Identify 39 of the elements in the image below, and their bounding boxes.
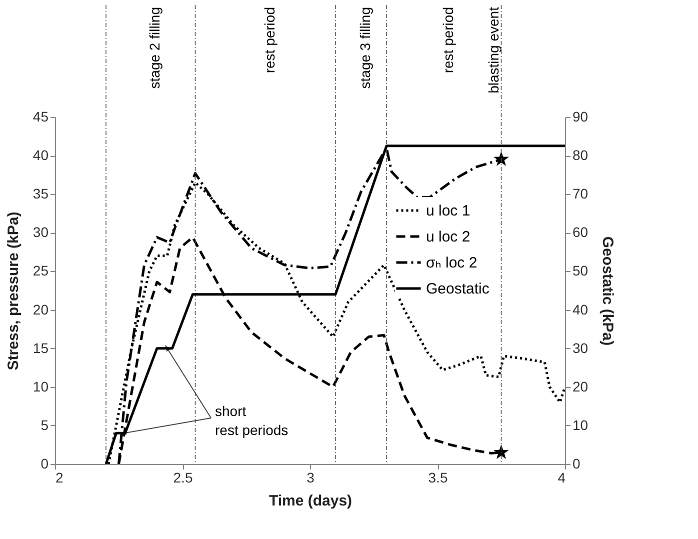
text: stage 2 filling [146, 7, 163, 89]
legend-label: u loc 1 [426, 202, 470, 220]
y-axis-title: Stress, pressure (kPa) [4, 212, 22, 370]
y2-tick-label: 50 [572, 262, 588, 279]
y2-tick-label: 0 [572, 456, 580, 472]
y-tick-label: 25 [32, 262, 49, 279]
x-tick-label: 3 [306, 470, 315, 486]
y2-axis-title: Geostatic (kPa) [599, 236, 616, 346]
y2-tick-label: 30 [572, 340, 588, 356]
x-tick-label: 2.5 [173, 470, 193, 486]
y2-tick-label: 60 [572, 224, 588, 240]
x-tick-label: 4 [558, 470, 566, 486]
x-axis-title: Time (days) [268, 492, 352, 510]
y2-tick-label: 20 [572, 378, 588, 394]
y-tick-label: 10 [32, 378, 49, 394]
legend-label: u loc 2 [426, 228, 470, 246]
x-tick-label: 3.5 [428, 470, 448, 486]
y2-tick-label: 90 [572, 108, 588, 124]
y2-tick-label: 80 [572, 147, 588, 164]
y-tick-label: 40 [32, 147, 49, 164]
legend-label: Geostatic [426, 280, 490, 298]
y-tick-label: 0 [40, 456, 49, 472]
text: rest period [261, 7, 278, 74]
text: rest period [440, 7, 456, 74]
y-tick-label: 30 [32, 224, 49, 240]
y2-tick-label: 10 [572, 416, 588, 433]
y2-tick-label: 70 [572, 186, 588, 202]
y2-tick-label: 40 [572, 301, 588, 318]
annotation: rest periods [215, 422, 288, 438]
y-tick-label: 5 [40, 416, 49, 433]
y-tick-label: 20 [32, 301, 49, 318]
annotation: short [215, 403, 246, 419]
y-tick-label: 35 [32, 186, 49, 202]
y-tick-label: 15 [32, 340, 49, 356]
x-tick-label: 2 [56, 470, 64, 486]
legend-label: σₕ loc 2 [426, 254, 478, 272]
y-tick-label: 45 [32, 108, 49, 124]
text: stage 3 filling [357, 7, 373, 89]
ref-line-label: blasting event [485, 6, 502, 94]
